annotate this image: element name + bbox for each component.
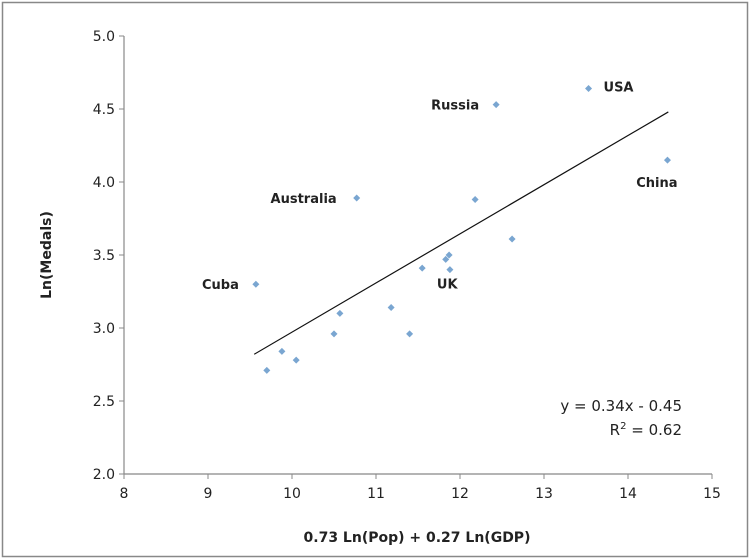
x-tick-label: 9 — [204, 486, 213, 502]
point-label-uk: UK — [437, 278, 459, 293]
data-point — [336, 309, 344, 317]
y-tick-label: 2.5 — [93, 394, 115, 410]
x-tick-label: 11 — [367, 486, 385, 502]
data-point — [663, 156, 671, 164]
x-tick-label: 8 — [120, 486, 129, 502]
data-point — [471, 196, 479, 204]
point-label-australia: Australia — [271, 192, 337, 207]
y-tick-label: 3.5 — [93, 248, 115, 264]
y-tick-label: 5.0 — [93, 29, 115, 45]
data-point — [508, 235, 516, 243]
y-tick-label: 4.5 — [93, 102, 115, 118]
point-label-cuba: Cuba — [202, 278, 239, 293]
r-squared-prefix: R — [610, 421, 620, 439]
x-axis-title: 0.73 Ln(Pop) + 0.27 Ln(GDP) — [304, 530, 531, 546]
data-point — [492, 101, 500, 109]
x-tick-label: 15 — [703, 486, 721, 502]
data-point — [418, 264, 426, 272]
data-point — [252, 280, 260, 288]
data-point — [406, 330, 414, 338]
trendline-equation: y = 0.34x - 0.45 — [560, 397, 682, 415]
point-labels: Cuba Australia UK Russia USA China — [202, 81, 677, 294]
y-tick-label: 2.0 — [93, 467, 115, 483]
trendline-group — [253, 111, 669, 355]
y-tick-label: 3.0 — [93, 321, 115, 337]
data-point — [446, 266, 454, 274]
r-squared: R2 = 0.62 — [610, 421, 682, 439]
trendline — [253, 111, 669, 355]
data-point — [278, 347, 286, 355]
data-point — [445, 251, 453, 259]
x-tick-label: 10 — [283, 486, 301, 502]
y-axis-title: Ln(Medals) — [39, 211, 55, 299]
data-point — [263, 366, 271, 374]
point-label-usa: USA — [604, 81, 634, 96]
data-point — [387, 304, 395, 312]
data-points — [252, 85, 671, 374]
x-tick-label: 13 — [535, 486, 553, 502]
data-point — [353, 194, 361, 202]
y-tick-label: 4.0 — [93, 175, 115, 191]
data-point — [585, 85, 593, 93]
x-tick-label: 12 — [451, 486, 469, 502]
x-tick-label: 14 — [619, 486, 637, 502]
data-point — [330, 330, 338, 338]
r-squared-value: = 0.62 — [626, 421, 682, 439]
point-label-china: China — [636, 176, 677, 191]
axes: 8 9 10 11 12 13 14 15 2.0 2.5 3.0 3.5 4.0 4.5 5.0 — [93, 29, 721, 502]
data-point — [292, 356, 300, 364]
r-squared-superscript: 2 — [620, 421, 626, 432]
data-point — [442, 255, 450, 263]
point-label-russia: Russia — [431, 99, 479, 114]
